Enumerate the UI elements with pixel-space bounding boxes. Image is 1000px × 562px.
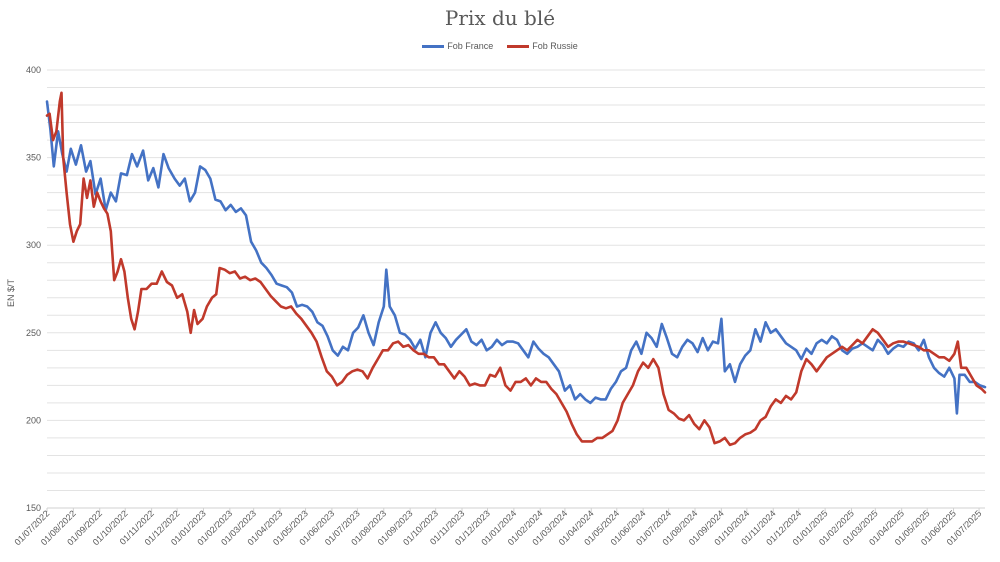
series-lines bbox=[45, 91, 987, 447]
legend-swatch-fob-russie bbox=[507, 44, 530, 48]
chart-legend: Fob France Fob Russie bbox=[0, 41, 1000, 51]
x-axis-ticks: 01/07/202201/08/202201/09/202201/10/2022… bbox=[12, 508, 983, 547]
gridlines bbox=[47, 69, 985, 509]
series-line-fob-russie bbox=[45, 91, 987, 447]
legend-label-fob-russie: Fob Russie bbox=[532, 41, 578, 51]
legend-swatch-fob-france bbox=[422, 44, 445, 48]
y-tick-label: 250 bbox=[26, 328, 41, 338]
legend-label-fob-france: Fob France bbox=[447, 41, 494, 51]
y-tick-label: 350 bbox=[26, 153, 41, 163]
legend-item-fob-russie[interactable]: Fob Russie bbox=[507, 41, 578, 51]
y-tick-label: 300 bbox=[26, 240, 41, 250]
legend-item-fob-france[interactable]: Fob France bbox=[422, 41, 493, 51]
series-line-fob-france bbox=[45, 100, 987, 415]
y-tick-label: 400 bbox=[26, 65, 41, 75]
y-tick-label: 200 bbox=[26, 415, 41, 425]
chart-title: Prix du blé bbox=[444, 6, 556, 30]
y-axis-label: EN $/T bbox=[6, 278, 16, 307]
y-tick-label: 150 bbox=[26, 503, 41, 513]
y-axis-ticks: 150 200 250 300 350 400 bbox=[26, 65, 41, 513]
